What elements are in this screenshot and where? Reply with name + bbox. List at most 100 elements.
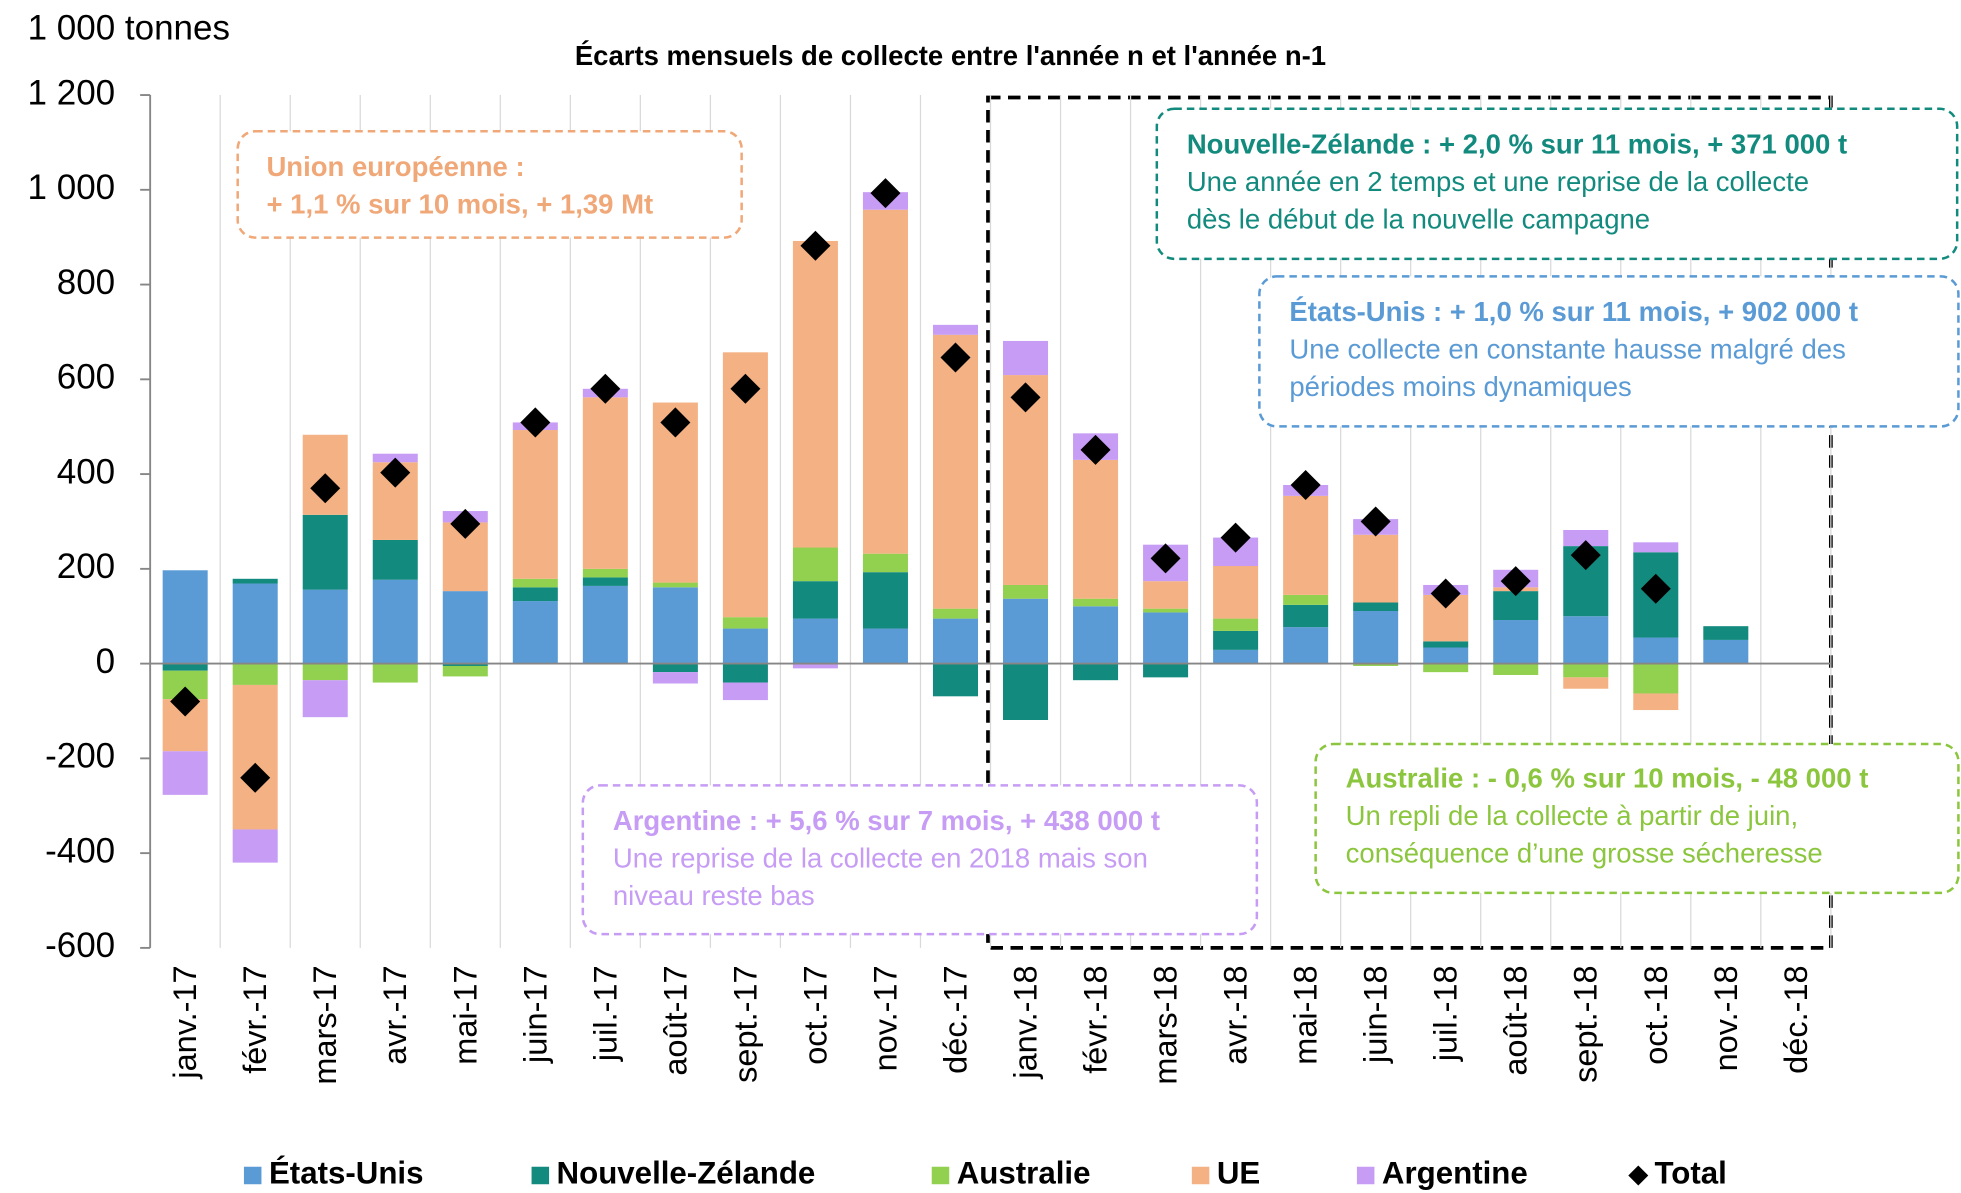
bar-segment: [302, 514, 348, 590]
bar-segment: [932, 608, 978, 619]
annotation-title: Australie : - 0,6 % sur 10 mois, - 48 00…: [1346, 763, 1869, 794]
bar-segment: [862, 628, 908, 664]
bar-segment: [1703, 626, 1749, 640]
y-tick-label: 800: [57, 263, 115, 302]
bar-segment: [1283, 627, 1329, 664]
legend-marker: [1191, 1166, 1210, 1185]
annotation-title: États-Unis : + 1,0 % sur 11 mois, + 902 …: [1289, 296, 1858, 327]
x-tick-label: oct.-18: [1638, 965, 1674, 1064]
legend-label: Total: [1655, 1156, 1727, 1191]
bar-segment: [932, 663, 978, 697]
y-tick-label: 1 200: [28, 73, 116, 112]
total-marker: [1010, 382, 1041, 413]
x-tick-label: juin-18: [1358, 965, 1394, 1064]
bar-segment: [232, 663, 278, 685]
x-tick-label: févr.-18: [1078, 965, 1114, 1073]
bar-segment: [442, 591, 488, 664]
bar-segment: [722, 663, 768, 683]
bar-segment: [162, 570, 208, 664]
total-marker: [1360, 506, 1391, 537]
legend-marker: [531, 1166, 550, 1185]
bar-segment: [1633, 542, 1679, 553]
x-tick-label: mai-17: [447, 965, 483, 1064]
bar-segment: [932, 618, 978, 664]
x-tick-label: nov.-18: [1708, 965, 1744, 1071]
bar-segment: [1073, 606, 1119, 664]
bar-segment: [232, 583, 278, 664]
total-marker: [450, 508, 481, 539]
y-tick-label: 200: [57, 547, 115, 586]
bar-segment: [1633, 693, 1679, 711]
bar-segment: [1003, 663, 1049, 720]
bar-segment: [1003, 340, 1049, 376]
annotation-text: Une collecte en constante hausse malgré …: [1289, 334, 1845, 365]
bar-segment: [1423, 663, 1469, 673]
bar-segment: [232, 578, 278, 584]
bar-segment: [1143, 581, 1189, 609]
annotation-text: dès le début de la nouvelle campagne: [1187, 204, 1650, 235]
bar-segment: [232, 684, 278, 830]
x-tick-label: janv.-18: [1008, 965, 1044, 1079]
bar-segment: [582, 397, 628, 569]
y-tick-label: -600: [45, 926, 115, 965]
bar-segment: [1633, 663, 1679, 694]
total-marker: [520, 407, 551, 438]
bar-segment: [722, 682, 768, 701]
legend-marker: [1356, 1166, 1375, 1185]
x-tick-label: sept.-18: [1568, 965, 1604, 1082]
bar-segment: [1073, 598, 1119, 607]
bar-segment: [512, 601, 558, 664]
x-tick-label: juin-17: [517, 965, 553, 1064]
bar-segment: [372, 663, 418, 683]
bar-segment: [302, 680, 348, 718]
bar-segment: [512, 578, 558, 588]
bar-segment: [1283, 604, 1329, 628]
total-marker: [1080, 434, 1111, 465]
bar-segment: [862, 572, 908, 629]
legend-marker: [931, 1166, 950, 1185]
annotation-text: + 1,1 % sur 10 mois, + 1,39 Mt: [266, 189, 653, 220]
legend-label: Nouvelle-Zélande: [557, 1156, 816, 1191]
bar-segment: [1353, 611, 1399, 664]
bar-segment: [1423, 647, 1469, 664]
bar-segment: [792, 618, 838, 664]
bar-segment: [372, 539, 418, 580]
y-tick-label: 1 000: [28, 168, 116, 207]
total-marker: [1150, 543, 1181, 574]
bar-segment: [1143, 663, 1189, 678]
x-tick-label: juil.-17: [587, 965, 623, 1062]
bar-segment: [162, 663, 208, 671]
x-tick-label: oct.-17: [797, 965, 833, 1064]
x-tick-label: mai-18: [1288, 965, 1324, 1064]
bar-segment: [442, 663, 488, 666]
bar-segment: [1493, 620, 1539, 664]
total-marker: [1290, 469, 1321, 500]
bar-segment: [1283, 594, 1329, 605]
y-tick-label: 400: [57, 452, 115, 491]
bar-segment: [512, 587, 558, 602]
annotation-title: Union européenne :: [266, 151, 524, 182]
bar-segment: [1143, 608, 1189, 613]
annotation-text: niveau reste bas: [613, 880, 815, 911]
annotation-box: [581, 784, 1259, 936]
x-tick-label: avr.-18: [1218, 965, 1254, 1064]
legend-marker: [1628, 1165, 1649, 1186]
chart-title: Écarts mensuels de collecte entre l'anné…: [575, 40, 1326, 71]
bar-segment: [1423, 641, 1469, 648]
bar-segment: [652, 672, 698, 684]
bar-segment: [302, 663, 348, 681]
bar-segment: [1563, 529, 1609, 547]
x-tick-label: déc.-17: [937, 965, 973, 1073]
bar-segment: [722, 628, 768, 664]
total-marker: [800, 230, 831, 261]
bar-segment: [1353, 534, 1399, 603]
bar-segment: [512, 430, 558, 579]
legend-label: États-Unis: [269, 1156, 424, 1191]
x-tick-label: août-17: [657, 965, 693, 1075]
bar-segment: [932, 334, 978, 609]
legend-label: Argentine: [1382, 1156, 1528, 1191]
bar-segment: [862, 209, 908, 554]
bar-segment: [1213, 566, 1259, 619]
bar-segment: [1563, 616, 1609, 664]
